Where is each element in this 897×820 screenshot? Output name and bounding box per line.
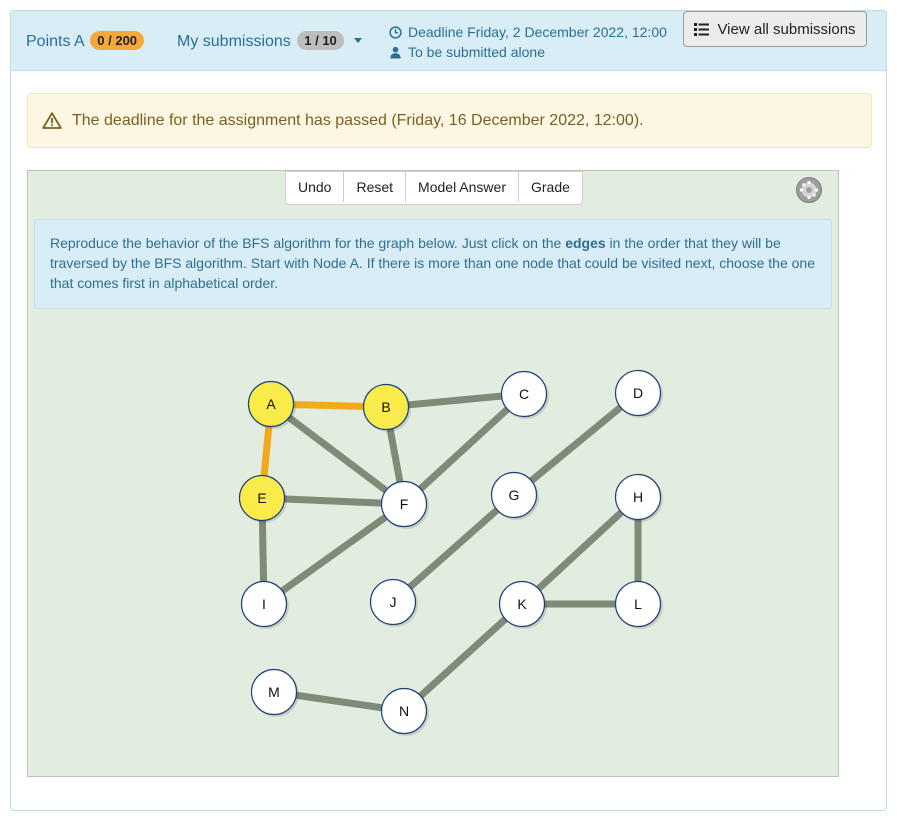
node-n: N bbox=[380, 687, 429, 736]
user-icon bbox=[390, 46, 401, 59]
points-label: Points A bbox=[26, 33, 84, 50]
reset-button[interactable]: Reset bbox=[344, 172, 407, 202]
model-answer-button[interactable]: Model Answer bbox=[406, 172, 519, 202]
edge-c-f[interactable] bbox=[401, 391, 527, 507]
exercise-header: Points A 0 / 200 My submissions 1 / 10 D… bbox=[11, 11, 886, 71]
warning-icon bbox=[42, 112, 62, 129]
node-d: D bbox=[614, 369, 663, 418]
node-h: H bbox=[614, 473, 663, 522]
node-label-k: K bbox=[517, 596, 527, 612]
node-label-c: C bbox=[519, 386, 529, 402]
undo-button[interactable]: Undo bbox=[286, 172, 345, 202]
graph-canvas: A B C D E F G H I J K L M N bbox=[238, 369, 663, 736]
node-f: F bbox=[380, 480, 429, 529]
node-label-l: L bbox=[634, 596, 642, 612]
node-label-a: A bbox=[266, 396, 276, 412]
node-m: M bbox=[250, 668, 299, 717]
points-summary: Points A 0 / 200 bbox=[26, 31, 145, 51]
edge-g-j[interactable] bbox=[390, 492, 517, 605]
instructions-text-1: Reproduce the behavior of the BFS algori… bbox=[50, 235, 566, 251]
node-b: B bbox=[362, 383, 411, 432]
edge-d-g[interactable] bbox=[511, 390, 641, 498]
edge-e-f[interactable] bbox=[261, 494, 405, 508]
node-label-n: N bbox=[399, 703, 409, 719]
submission-mode-text: To be submitted alone bbox=[408, 44, 545, 60]
bfs-exercise: A B C D E F G H I J K L M N Undo Reset Model Answer G… bbox=[27, 170, 839, 777]
grade-button[interactable]: Grade bbox=[530, 179, 570, 195]
list-icon bbox=[694, 22, 710, 36]
instructions-bold: edges bbox=[565, 235, 606, 251]
edge-f-i[interactable] bbox=[261, 501, 407, 607]
deadline-text: Deadline Friday, 2 December 2022, 12:00 bbox=[408, 24, 667, 40]
deadline-info: Deadline Friday, 2 December 2022, 12:00 … bbox=[389, 22, 667, 62]
settings-icon[interactable] bbox=[796, 177, 822, 203]
my-submissions-label: My submissions bbox=[177, 33, 291, 50]
node-g: G bbox=[490, 471, 539, 520]
node-label-i: I bbox=[262, 596, 266, 612]
node-label-j: J bbox=[390, 594, 397, 610]
edge-k-n[interactable] bbox=[401, 601, 525, 714]
submissions-count-badge: 1 / 10 bbox=[297, 31, 344, 50]
clock-icon bbox=[389, 25, 402, 39]
graph-nodes: A B C D E F G H I J K L M N bbox=[238, 369, 663, 736]
instructions-box: Reproduce the behavior of the BFS algori… bbox=[34, 219, 832, 309]
node-label-g: G bbox=[509, 487, 520, 503]
node-label-b: B bbox=[381, 399, 390, 415]
node-a: A bbox=[247, 380, 296, 429]
graph-edges bbox=[258, 390, 642, 715]
chevron-down-icon bbox=[354, 38, 363, 43]
alert-text: The deadline for the assignment has pass… bbox=[72, 111, 644, 129]
node-e: E bbox=[238, 474, 287, 523]
view-all-submissions-button[interactable]: View all submissions bbox=[683, 11, 867, 47]
node-label-h: H bbox=[633, 489, 643, 505]
view-all-submissions-label: View all submissions bbox=[717, 20, 856, 38]
node-c: C bbox=[500, 370, 549, 419]
edge-b-c[interactable] bbox=[385, 390, 525, 411]
instructions-text-2: in the order that they will be traversed… bbox=[50, 235, 815, 291]
edge-h-k[interactable] bbox=[519, 494, 641, 607]
node-label-f: F bbox=[400, 496, 409, 512]
edge-a-f[interactable] bbox=[268, 401, 407, 507]
node-l: L bbox=[614, 580, 663, 629]
node-j: J bbox=[369, 578, 418, 627]
node-label-d: D bbox=[633, 385, 643, 401]
exercise-toolbar: Undo Reset Model Answer Grade bbox=[285, 171, 583, 205]
node-label-m: M bbox=[268, 684, 280, 700]
node-i: I bbox=[240, 580, 289, 629]
my-submissions-dropdown[interactable]: My submissions 1 / 10 bbox=[177, 31, 363, 51]
node-label-e: E bbox=[257, 490, 266, 506]
deadline-passed-alert: The deadline for the assignment has pass… bbox=[27, 93, 872, 148]
points-badge: 0 / 200 bbox=[90, 31, 145, 50]
node-k: K bbox=[498, 580, 547, 629]
exercise-panel: Points A 0 / 200 My submissions 1 / 10 D… bbox=[10, 10, 887, 811]
